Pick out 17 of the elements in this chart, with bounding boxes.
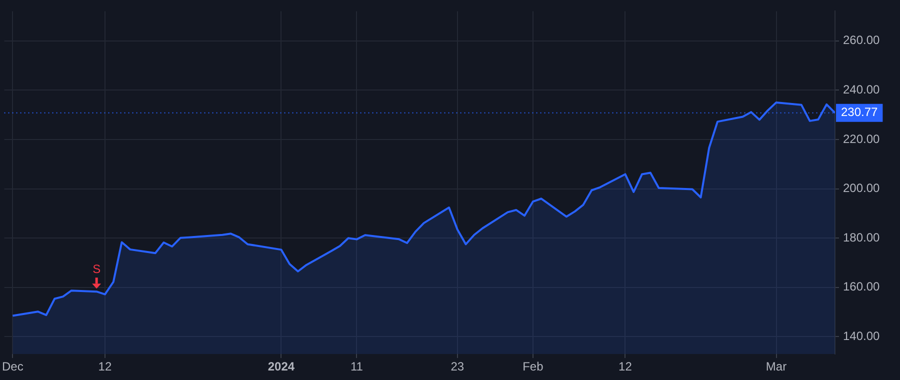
- ref-line-label: 230.77: [841, 105, 878, 120]
- y-tick-label: 160.00: [843, 280, 880, 294]
- x-tick-label: 2024: [268, 360, 295, 374]
- x-tick-label: 12: [618, 360, 632, 374]
- y-tick-label: 180.00: [843, 230, 880, 244]
- x-tick-label: 12: [98, 360, 112, 374]
- y-tick-label: 220.00: [843, 132, 880, 146]
- x-tick-label: Dec: [2, 360, 24, 374]
- y-tick-label: 200.00: [843, 181, 880, 196]
- y-tick-label: 240.00: [843, 82, 880, 96]
- x-tick-label: Feb: [522, 360, 544, 374]
- y-tick-label: 260.00: [843, 33, 880, 48]
- y-tick-label: 140.00: [843, 329, 880, 344]
- x-tick-label: 23: [450, 360, 464, 374]
- annotation: S: [92, 262, 101, 276]
- x-tick-label: 11: [350, 360, 364, 374]
- x-tick-label: Mar: [766, 360, 787, 374]
